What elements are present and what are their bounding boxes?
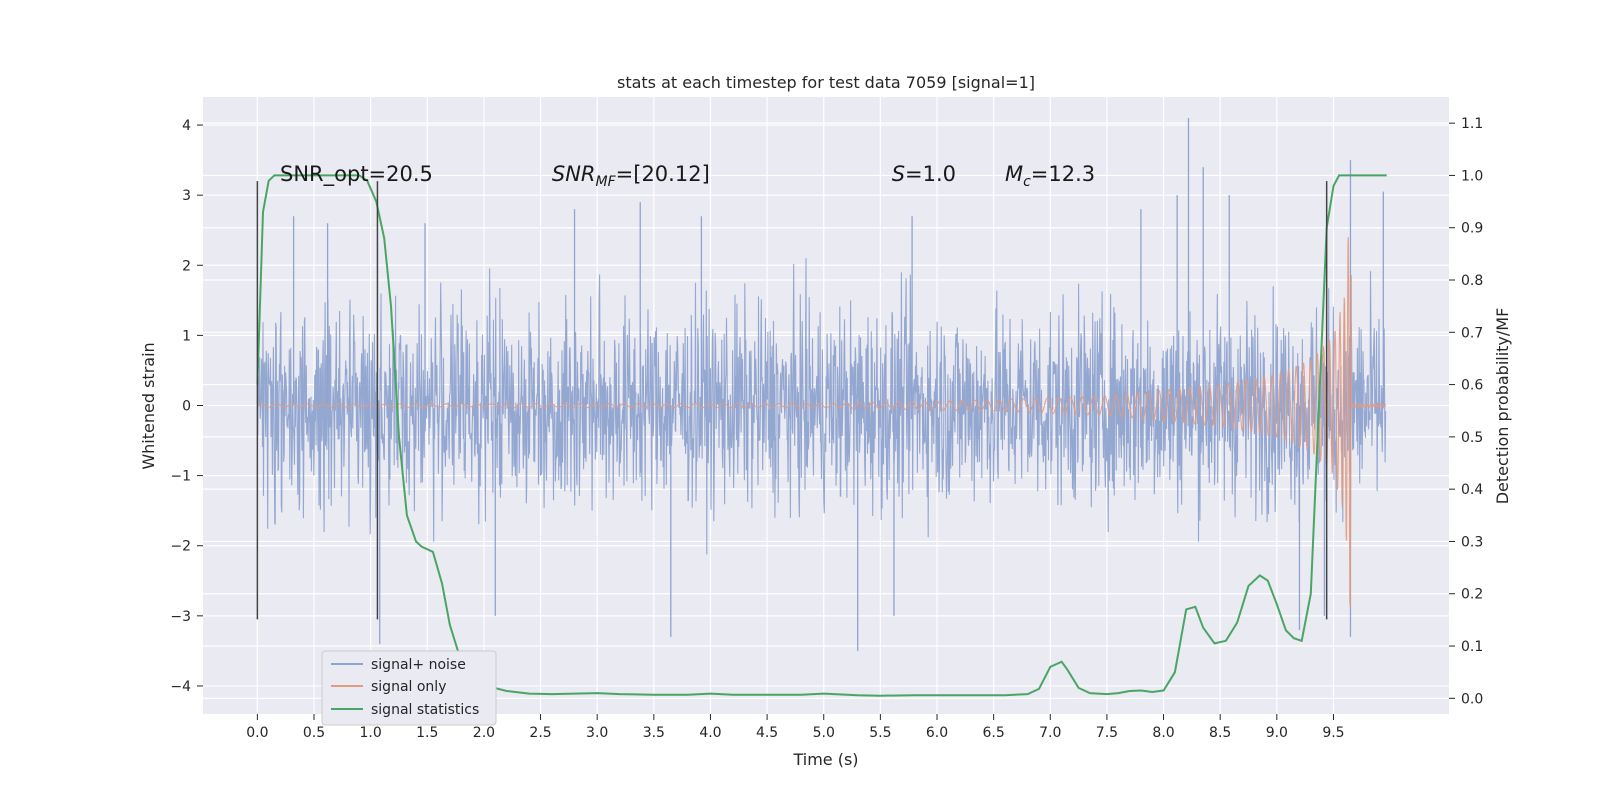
y-tick-label-8: 4 [182,118,191,134]
legend-box [321,650,497,726]
x-tick-label-12: 6.0 [926,725,948,741]
x-tick-label-10: 5.0 [813,725,835,741]
x-tick-label-5: 2.5 [529,725,551,741]
y2-tick-label-0: 0.0 [1461,691,1483,707]
x-tick-label-9: 4.5 [756,725,778,741]
series-line-signal-statistics [256,174,1387,697]
x-tick-label-19: 9.5 [1322,725,1344,741]
series-line-signal-noise [256,258,1387,555]
y2-tick-label-9: 0.9 [1461,221,1483,237]
y-tick-label-7: 3 [182,188,191,204]
series-signal-only [257,237,1387,608]
legend: signal+ noise signal only signal statist… [321,650,497,726]
x-tick-label-6: 3.0 [586,725,608,741]
x-tick-label-8: 4.0 [699,725,721,741]
x-tick-label-1: 0.5 [303,725,325,741]
x-axis-label: Time (s) [792,750,858,769]
y2-tick-label-10: 1.0 [1461,168,1483,184]
x-axis: 0.0 0.5 1.0 1.5 2.0 2.5 3.0 3.5 4.0 4.5 5.0 5.5 6.0 6… [246,714,1345,741]
y-tick-label-5: 1 [182,328,191,344]
annotation-0: SNR_opt=20.5 [280,162,433,187]
annotations: SNR_opt=20.5 SNRMF=[20.12] S=1.0 Mc=12.3 [280,162,1095,190]
y2-tick-label-2: 0.2 [1461,587,1483,603]
x-tick-label-14: 7.0 [1039,725,1061,741]
y-tick-label-1: −3 [170,609,191,625]
x-tick-label-2: 1.0 [360,725,382,741]
x-tick-label-0: 0.0 [246,725,268,741]
y-tick-label-3: −1 [170,469,191,485]
y2-tick-label-6: 0.6 [1461,378,1483,394]
series-signal-statistics [256,174,1387,697]
legend-label-signal-noise: signal+ noise [371,657,466,673]
y2-tick-label-5: 0.5 [1461,430,1483,446]
y-axis-right: 0.0 0.1 0.2 0.3 0.4 0.5 0.6 0.7 0.8 0.9 1.0 1.1 [1449,116,1483,707]
y-tick-label-2: −2 [170,539,191,555]
x-tick-label-17: 8.5 [1209,725,1231,741]
y-tick-label-0: −4 [170,679,191,695]
x-tick-label-3: 1.5 [416,725,438,741]
y-tick-label-6: 2 [182,258,191,274]
y-tick-label-4: 0 [182,399,191,415]
y-axis-label: Whitened strain [139,342,158,469]
y2-tick-label-11: 1.1 [1461,116,1483,132]
y2-tick-label-1: 0.1 [1461,639,1483,655]
chart-title: stats at each timestep for test data 705… [617,73,1035,92]
series-signal-noise [256,118,1387,651]
annotation-3: Mc=12.3 [1005,162,1095,190]
x-tick-label-7: 3.5 [643,725,665,741]
y2-tick-label-8: 0.8 [1461,273,1483,289]
x-tick-label-4: 2.0 [473,725,495,741]
x-tick-label-13: 6.5 [983,725,1005,741]
x-tick-label-18: 9.0 [1266,725,1288,741]
legend-label-signal-only: signal only [371,679,446,695]
annotation-1: SNRMF=[20.12] [552,162,710,190]
legend-label-signal-statistics: signal statistics [371,702,479,718]
x-tick-label-15: 7.5 [1096,725,1118,741]
x-tick-label-16: 8.0 [1152,725,1174,741]
y2-axis-label: Detection probability/MF [1493,308,1512,505]
x-tick-label-11: 5.5 [869,725,891,741]
series-line-signal-only [257,237,1387,608]
y-axis-left: −4 −3 −2 −1 0 1 2 3 4 [170,118,203,695]
y2-tick-label-7: 0.7 [1461,325,1483,341]
y2-tick-label-3: 0.3 [1461,534,1483,550]
annotation-2: S=1.0 [892,162,956,186]
vertical-markers [256,181,1328,620]
y2-tick-label-4: 0.4 [1461,482,1483,498]
